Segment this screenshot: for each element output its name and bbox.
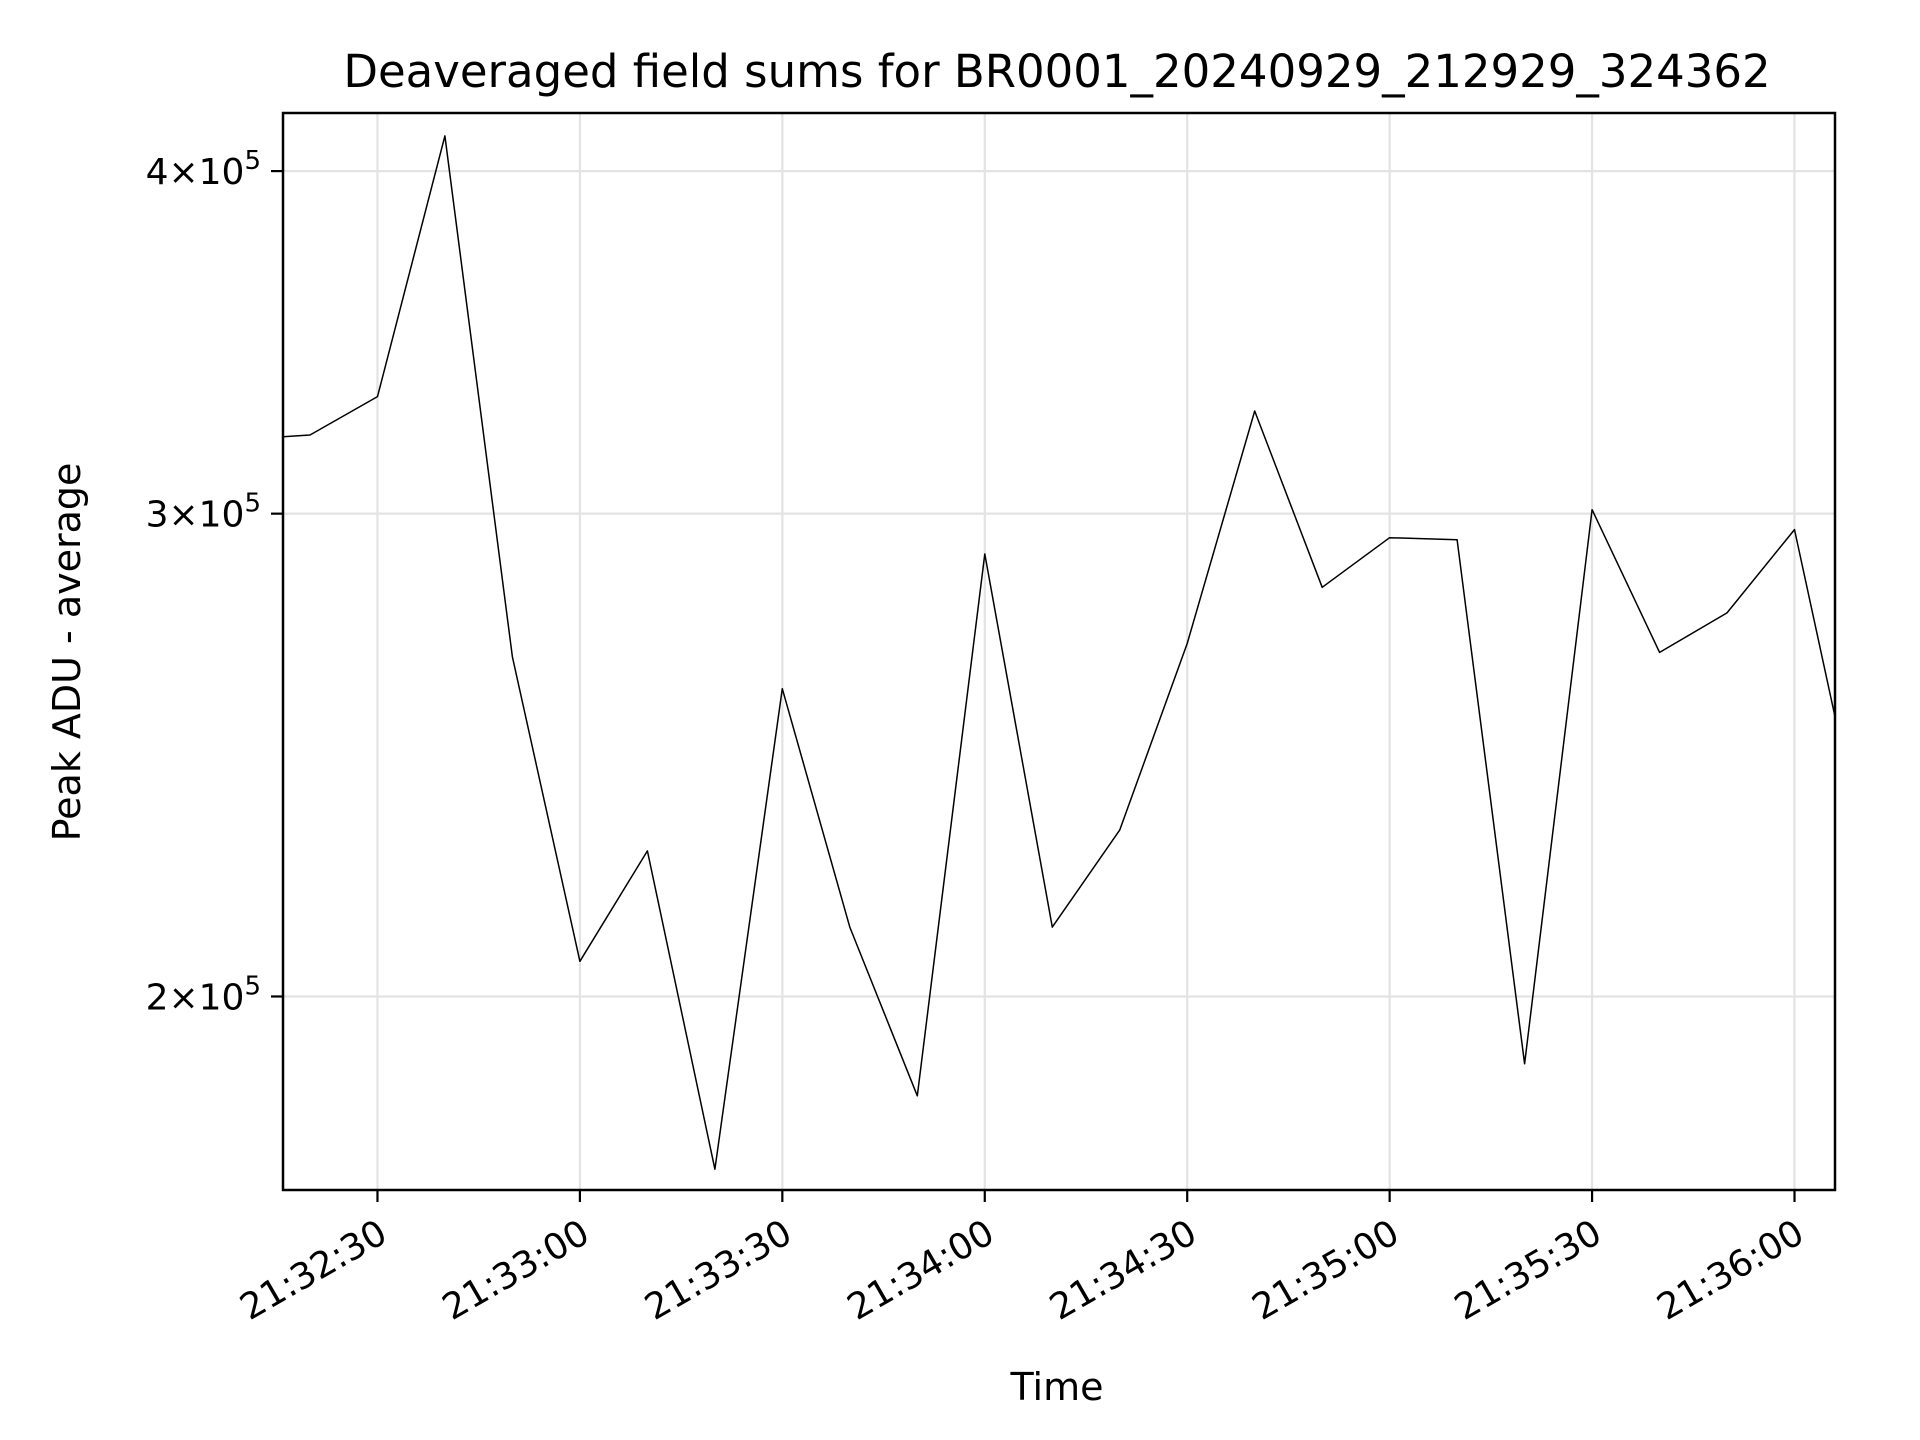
series-layer — [282, 135, 1836, 1170]
x-tick-label: 21:32:30 — [233, 1212, 394, 1328]
x-tick-label: 21:34:30 — [1043, 1212, 1204, 1328]
x-tick-label: 21:33:00 — [436, 1212, 597, 1328]
x-tick-label: 21:35:00 — [1246, 1212, 1407, 1328]
y-tick-exponent: 5 — [244, 146, 261, 176]
y-tick-exponent: 5 — [244, 489, 261, 519]
x-tick-label: 21:33:30 — [638, 1212, 799, 1328]
y-tick-base: ×10 — [168, 152, 244, 193]
y-tick-exponent: 5 — [244, 971, 261, 1001]
x-tick-label: 21:35:30 — [1448, 1212, 1609, 1328]
y-axis-label: Peak ADU - average — [45, 463, 89, 842]
y-tick-label: 2×105 — [146, 971, 261, 1018]
plot-area-frame — [281, 111, 1837, 1192]
y-tick-mantissa: 2 — [146, 977, 169, 1018]
y-tick-label: 4×105 — [146, 146, 261, 193]
series-line-0 — [282, 135, 1836, 1170]
y-tick-label: 3×105 — [146, 489, 261, 536]
y-tick-base: ×10 — [168, 977, 244, 1018]
chart-title: Deaveraged field sums for BR0001_2024092… — [343, 45, 1770, 98]
y-tick-mantissa: 3 — [146, 495, 169, 536]
x-tick-label: 21:34:00 — [841, 1212, 1002, 1328]
y-tick-base: ×10 — [168, 495, 244, 536]
x-tick-label: 21:36:00 — [1650, 1212, 1811, 1328]
x-axis: 21:32:30 21:33:00 21:33:30 21:34:00 21:34:30… — [233, 1190, 1811, 1329]
grid — [283, 113, 1835, 1190]
x-axis-label: Time — [1010, 1365, 1104, 1409]
y-tick-mantissa: 4 — [146, 152, 169, 193]
